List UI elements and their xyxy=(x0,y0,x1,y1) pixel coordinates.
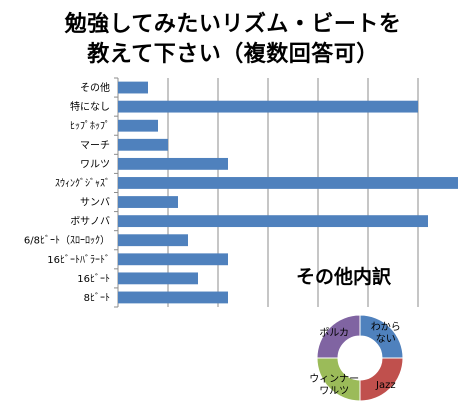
y-tick-label: ボサノバ xyxy=(70,216,110,228)
y-tick-label: ﾋｯﾌﾟﾎｯﾌﾟ xyxy=(70,120,110,132)
bar xyxy=(118,157,228,170)
chart-title-line-2: 教えて下さい（複数回答可） xyxy=(87,42,379,67)
slice-label: Jazz xyxy=(375,380,396,391)
bar xyxy=(118,81,148,94)
slice-label: ウィンナー xyxy=(309,373,359,385)
bar xyxy=(118,215,428,228)
bar xyxy=(118,272,198,285)
y-tick-label: マーチ xyxy=(80,139,110,151)
bar xyxy=(118,234,188,247)
bar xyxy=(118,196,178,208)
bar xyxy=(118,177,458,189)
y-tick-label: 16ﾋﾞｰﾄ xyxy=(77,273,110,285)
y-tick-label: ワルツ xyxy=(80,159,110,170)
y-tick-label: ｽｳｨﾝｸﾞｼﾞｬｽﾞ xyxy=(55,177,110,189)
y-tick-label: 特になし xyxy=(70,101,110,113)
y-tick-label: その他 xyxy=(80,81,110,94)
bar xyxy=(118,138,168,151)
y-tick-label: 6/8ﾋﾞｰﾄ（ｽﾛｰﾛｯｸ） xyxy=(24,235,110,247)
slice-label: ワルツ xyxy=(319,386,349,397)
donut-slice xyxy=(316,314,361,359)
bar xyxy=(118,291,228,304)
donut-chart-title: その他内訳 xyxy=(296,266,392,288)
slice-label: わから xyxy=(371,321,401,333)
y-tick-label: 16ﾋﾞｰﾄﾊﾞﾗｰﾄﾞ xyxy=(47,254,110,266)
chart-title-line-1: 勉強してみたいリズム・ビートを xyxy=(64,12,402,37)
y-tick-label: 8ﾋﾞｰﾄ xyxy=(84,292,110,304)
bar xyxy=(118,253,228,266)
slice-label: ない xyxy=(376,333,396,345)
slice-label: ポルカ xyxy=(319,327,349,339)
y-tick-label: サンバ xyxy=(80,197,110,209)
bar xyxy=(118,100,418,113)
bar xyxy=(118,119,158,132)
